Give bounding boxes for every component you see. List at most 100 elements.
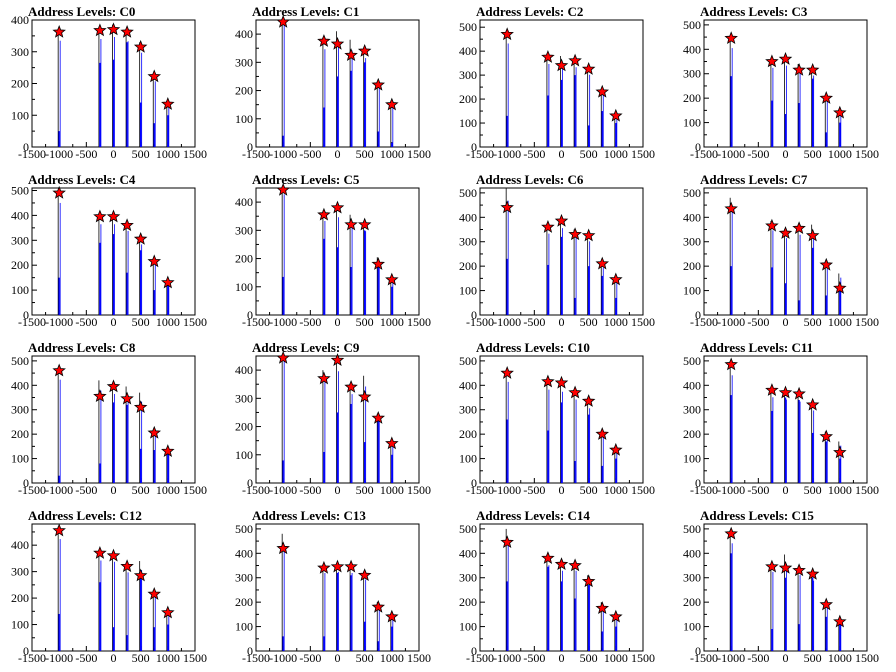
y-tick-label: 300 [683, 67, 701, 81]
y-tick-label: 300 [459, 571, 477, 585]
peak-marker [161, 605, 175, 619]
histogram-panel: Address Levels: C13 0 100 200 300 400 500 -1500… [224, 504, 448, 672]
histogram-plot: 0 100 200 300 400 500 -1500 -1000 -500 0 500 1000 15… [683, 522, 879, 665]
x-tick-label: 1500 [183, 147, 207, 161]
y-tick-label: 0 [695, 308, 701, 322]
y-tick-label: 500 [459, 354, 477, 368]
peak-marker [147, 587, 162, 600]
peak-marker [568, 53, 582, 67]
peak-marker [500, 27, 514, 41]
x-tick-label: 1000 [156, 315, 180, 329]
chart-title: Address Levels: C14 [476, 508, 590, 523]
y-tick-label: 0 [23, 140, 29, 154]
y-tick-label: 400 [11, 208, 29, 222]
y-tick-label: 200 [11, 427, 29, 441]
peak-marker [500, 200, 514, 214]
chart-title: Address Levels: C13 [252, 508, 366, 523]
x-tick-label: 1500 [183, 651, 207, 665]
peak-marker [385, 609, 399, 623]
y-tick-label: 100 [683, 620, 701, 634]
x-tick-label: -1000 [45, 315, 73, 329]
histogram-panel: Address Levels: C6 0 100 200 300 400 500 -1500-… [448, 168, 672, 336]
y-tick-label: 100 [459, 116, 477, 130]
peak-marker [147, 69, 162, 83]
y-tick-label: 500 [683, 354, 701, 368]
x-tick-label: 1500 [183, 483, 207, 497]
peak-marker [276, 541, 290, 555]
histogram-plot: 0 100 200 300 400 500 -1500 -1000 -500 0 500 1000 15… [11, 183, 207, 329]
histogram-plot: 0 100 200 300 400 500 -1500 -1000 -500 0 500 1000 15… [683, 186, 879, 329]
peak-marker [792, 62, 806, 76]
x-tick-label: 1000 [380, 483, 404, 497]
peak-marker [344, 48, 358, 62]
y-tick-label: 0 [247, 476, 253, 490]
x-tick-label: 500 [804, 315, 822, 329]
peak-marker [147, 425, 162, 439]
y-tick-label: 300 [11, 403, 29, 417]
peak-marker [724, 526, 738, 540]
y-tick-label: 100 [11, 618, 29, 632]
peak-marker [120, 218, 134, 232]
x-tick-label: -1500 [466, 483, 494, 497]
chart-title: Address Levels: C10 [476, 340, 590, 355]
y-tick-label: 200 [683, 259, 701, 273]
peak-marker [609, 442, 623, 456]
peak-marker [93, 546, 107, 559]
peak-marker [371, 410, 386, 424]
chart-title: Address Levels: C1 [252, 4, 360, 19]
peak-marker [792, 386, 806, 400]
peak-marker [106, 209, 121, 223]
chart-title: Address Levels: C0 [28, 4, 136, 19]
chart-title: Address Levels: C9 [252, 340, 360, 355]
peak-marker [595, 427, 610, 440]
x-tick-label: -1500 [18, 651, 46, 665]
x-tick-label: 0 [783, 651, 789, 665]
peak-marker [765, 218, 779, 232]
y-tick-label: 100 [235, 448, 253, 462]
peak-marker [595, 601, 610, 614]
y-tick-label: 200 [235, 252, 253, 266]
y-tick-label: 300 [683, 235, 701, 249]
x-tick-label: 1500 [631, 651, 655, 665]
histogram-plot: 0 100 200 300 400 500 -1500 -1000 -500 0 500 1000 15… [683, 18, 879, 161]
peak-marker [330, 353, 345, 366]
histogram-panel: Address Levels: C10 0 100 200 300 400 500 -1500… [448, 336, 672, 504]
peak-marker [541, 50, 555, 63]
histogram-panel: Address Levels: C14 0 100 200 300 400 500 -1500… [448, 504, 672, 672]
peak-marker [52, 185, 66, 199]
x-tick-label: -1500 [466, 147, 494, 161]
histogram-panel: Address Levels: C9 0 100 200 300 400 -1500 -100… [224, 336, 448, 504]
y-tick-label: 0 [471, 644, 477, 658]
y-tick-label: 100 [459, 620, 477, 634]
x-tick-label: -500 [747, 483, 769, 497]
y-tick-label: 0 [247, 644, 253, 658]
chart-title: Address Levels: C11 [700, 340, 814, 355]
x-tick-label: 0 [111, 315, 117, 329]
x-tick-label: -500 [75, 147, 97, 161]
peak-marker [609, 108, 623, 122]
peak-marker [805, 228, 820, 242]
y-tick-label: 300 [235, 55, 253, 69]
chart-title: Address Levels: C15 [700, 508, 814, 523]
histogram-plot: 0 100 200 300 400 500 -1500 -1000 -500 0 500 1000 15… [683, 354, 879, 497]
y-tick-label: 200 [683, 595, 701, 609]
chart-title: Address Levels: C4 [28, 172, 136, 187]
histogram-plot: 0 100 200 300 400 -1500 -1000 -500 0 500 1000 1500 [235, 182, 431, 329]
peak-marker [595, 256, 610, 270]
peak-marker [344, 379, 358, 393]
x-tick-label: -1500 [466, 315, 494, 329]
chart-title: Address Levels: C6 [476, 172, 584, 187]
peak-marker [344, 217, 358, 231]
peak-marker [805, 566, 820, 580]
x-tick-label: 1000 [828, 483, 852, 497]
x-tick-label: 1000 [828, 147, 852, 161]
y-tick-label: 300 [11, 565, 29, 579]
peak-marker [819, 597, 834, 611]
y-tick-label: 200 [459, 92, 477, 106]
y-tick-label: 200 [11, 258, 29, 272]
peak-marker [357, 43, 372, 57]
y-tick-label: 300 [683, 403, 701, 417]
x-tick-label: -1500 [242, 147, 270, 161]
x-tick-label: 1000 [380, 315, 404, 329]
x-tick-label: -1000 [493, 483, 521, 497]
